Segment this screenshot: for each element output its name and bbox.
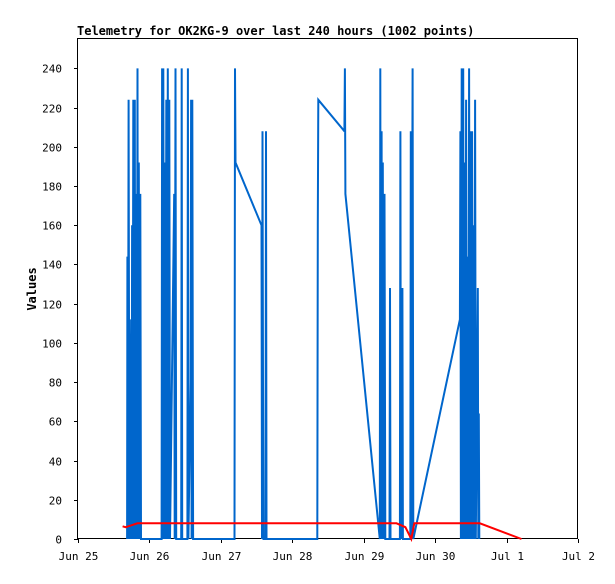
x-tick-label: Jul 2: [562, 550, 595, 563]
y-tick-label: 20: [49, 495, 62, 508]
y-axis-label: Values: [25, 267, 39, 310]
y-tick-label: 140: [42, 259, 62, 272]
y-tick-label: 180: [42, 181, 62, 194]
y-tick-label: 220: [42, 103, 62, 116]
y-tick-label: 160: [42, 220, 62, 233]
y-axis: 0 20 40 60 80 100 120 140 160 180 200 220 240: [42, 63, 78, 547]
series-layer: [122, 68, 522, 543]
x-tick-label: Jul 1: [491, 550, 524, 563]
x-tick-label: Jun 30: [416, 550, 456, 563]
y-tick-label: 100: [42, 338, 62, 351]
x-tick-label: Jun 26: [130, 550, 170, 563]
x-tick-label: Jun 27: [202, 550, 242, 563]
x-tick-label: Jun 25: [59, 550, 99, 563]
x-axis: Jun 25 Jun 26 Jun 27 Jun 28 Jun 29 Jun 30 Jul …: [59, 539, 595, 563]
y-tick-label: 200: [42, 142, 62, 155]
chart-title: Telemetry for OK2KG-9 over last 240 hour…: [77, 24, 474, 38]
y-tick-label: 60: [49, 416, 62, 429]
y-tick-label: 80: [49, 377, 62, 390]
x-tick-label: Jun 29: [345, 550, 385, 563]
x-tick-label: Jun 28: [273, 550, 313, 563]
y-tick-label: 40: [49, 456, 62, 469]
series-line-1: [126, 68, 481, 540]
plot-frame: [77, 38, 578, 539]
y-tick-label: 120: [42, 299, 62, 312]
series-line-2: [122, 522, 522, 543]
y-tick-label: 240: [42, 63, 62, 76]
y-tick-label: 0: [55, 534, 62, 547]
